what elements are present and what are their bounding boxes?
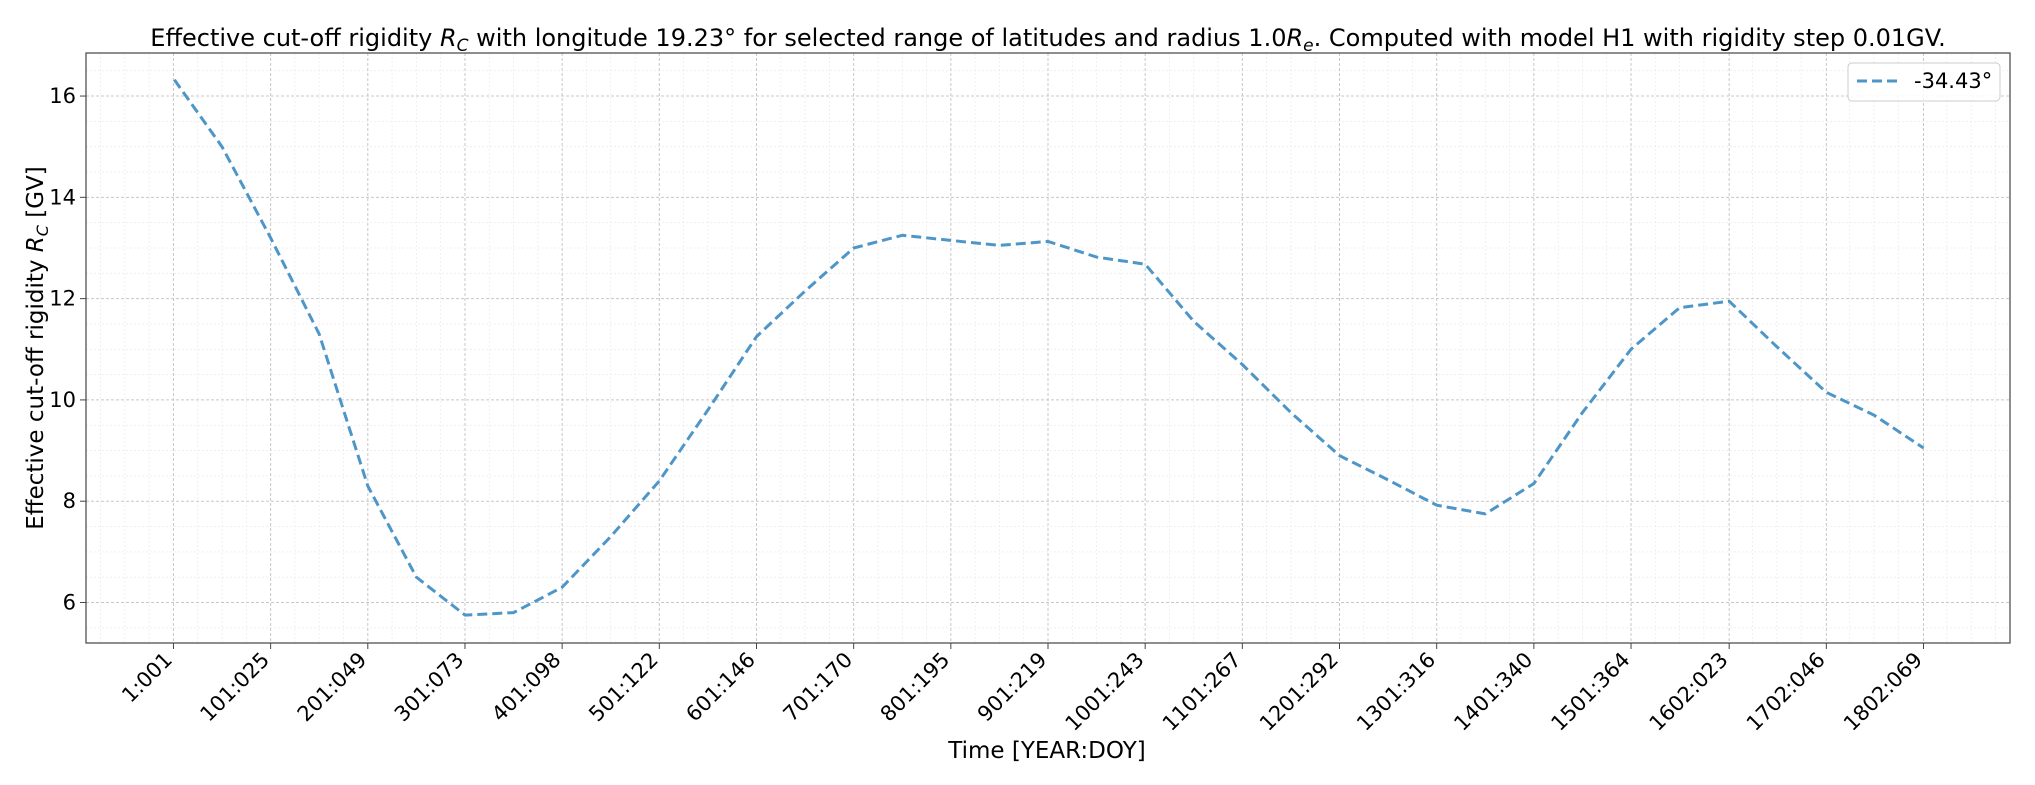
data-point <box>999 245 1000 246</box>
data-point <box>1533 483 1534 484</box>
data-point <box>1631 349 1632 350</box>
data-point <box>1242 364 1243 365</box>
data-point <box>1290 412 1291 413</box>
y-tick-label: 8 <box>63 489 76 513</box>
data-point <box>756 336 757 337</box>
data-point <box>1388 479 1389 480</box>
data-point <box>1729 301 1730 302</box>
data-point <box>513 612 514 613</box>
y-tick-label: 16 <box>49 84 76 108</box>
data-point <box>1048 241 1049 242</box>
data-point <box>1582 412 1583 413</box>
data-point <box>367 486 368 487</box>
data-point <box>1193 321 1194 322</box>
data-point <box>1436 505 1437 506</box>
data-point <box>1923 448 1924 449</box>
data-point <box>1339 455 1340 456</box>
series-line <box>173 78 1925 617</box>
data-point <box>950 240 951 241</box>
data-point <box>1485 513 1486 514</box>
data-point <box>270 237 271 238</box>
data-point <box>902 235 903 236</box>
data-point <box>464 615 465 616</box>
data-point <box>610 536 611 537</box>
y-tick-label: 10 <box>49 388 76 412</box>
data-point <box>1826 392 1827 393</box>
data-point <box>1776 346 1777 347</box>
chart-title: Effective cut-off rigidity RC with longi… <box>150 24 1945 56</box>
data-point <box>562 587 563 588</box>
data-point <box>1096 257 1097 258</box>
x-axis-label: Time [YEAR:DOY] <box>947 738 1146 764</box>
data-point <box>1873 415 1874 416</box>
data-point <box>707 410 708 411</box>
legend-label: -34.43° <box>1914 69 1992 93</box>
y-tick-label: 12 <box>49 287 76 311</box>
y-tick-label: 14 <box>49 185 76 209</box>
legend: -34.43° <box>1847 62 2001 102</box>
data-point <box>1145 264 1146 265</box>
y-axis: 6 8 10 12 14 16 <box>49 84 86 614</box>
data-point <box>416 577 417 578</box>
y-tick-label: 6 <box>63 590 76 614</box>
data-point <box>659 480 660 481</box>
data-point <box>222 146 223 147</box>
data-point <box>805 291 806 292</box>
data-point <box>174 79 175 80</box>
data-point <box>853 247 854 248</box>
series-layer <box>173 78 1925 617</box>
y-axis-label: Effective cut-off rigidity RC [GV] <box>23 166 52 530</box>
data-point <box>1679 307 1680 308</box>
data-point <box>319 334 320 335</box>
